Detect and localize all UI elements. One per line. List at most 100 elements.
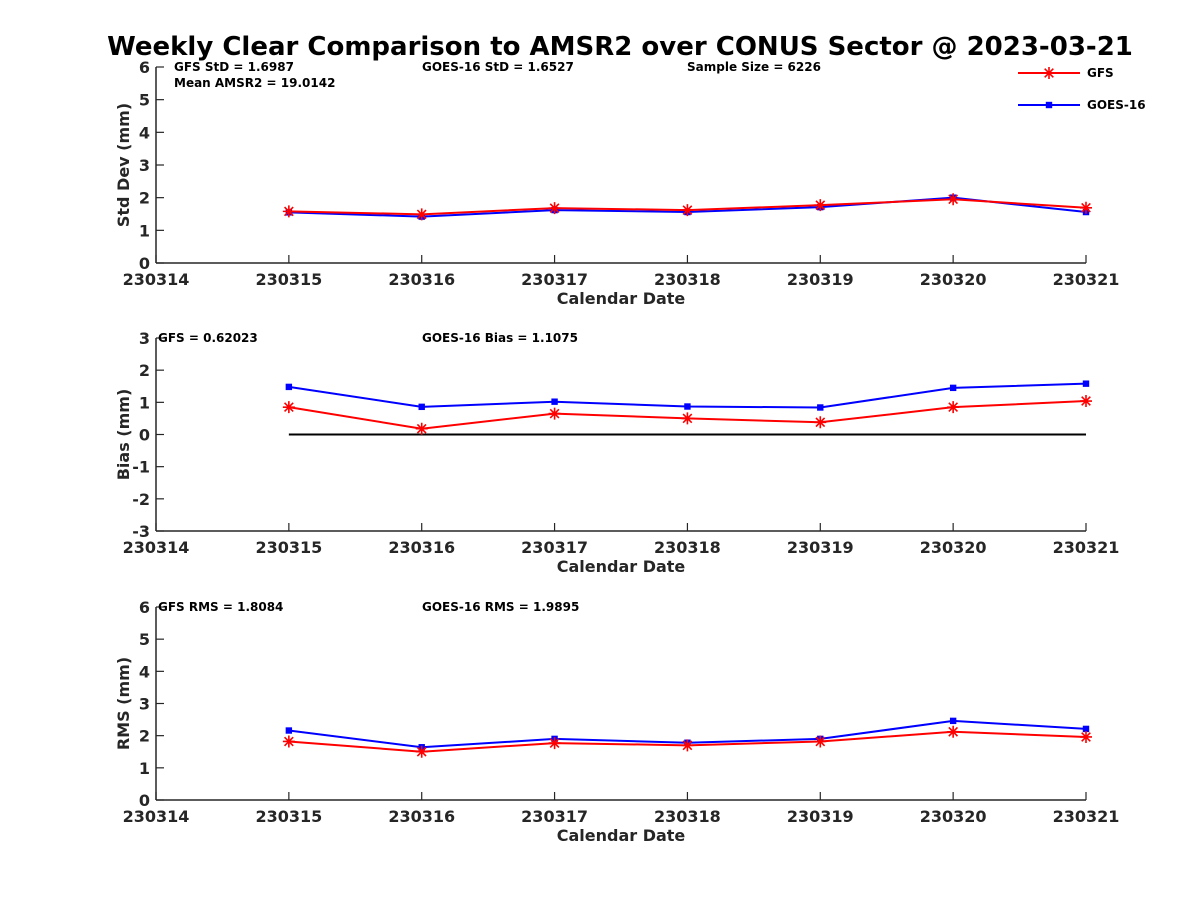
data-point-gfs <box>548 407 561 420</box>
stat-annotation: GFS RMS = 1.8084 <box>158 600 283 614</box>
y-axis-label: Std Dev (mm) <box>114 103 133 227</box>
x-axis-label: Calendar Date <box>557 557 686 576</box>
x-tick-label: 230316 <box>388 807 455 826</box>
legend-marker-gfs <box>1043 67 1055 79</box>
stat-annotation: GOES-16 StD = 1.6527 <box>422 60 574 74</box>
x-tick-label: 230321 <box>1053 807 1120 826</box>
stat-annotation: GFS StD = 1.6987 <box>174 60 294 74</box>
data-point-goes-16 <box>817 404 824 411</box>
y-tick-label: 2 <box>139 361 150 380</box>
data-point-goes-16 <box>1082 725 1090 733</box>
x-tick-label: 230314 <box>123 270 190 289</box>
data-point-gfs <box>681 204 694 217</box>
x-tick-label: 230317 <box>521 538 588 557</box>
data-point-gfs <box>1080 730 1092 743</box>
y-tick-label: 4 <box>139 662 150 681</box>
data-point-gfs <box>814 199 827 212</box>
data-point-goes-16 <box>285 727 293 734</box>
x-tick-label: 230315 <box>255 270 322 289</box>
data-point-gfs <box>415 745 428 758</box>
x-axis-label: Calendar Date <box>557 289 686 308</box>
stat-annotation: GOES-16 RMS = 1.9895 <box>422 600 579 614</box>
data-point-goes-16 <box>1082 380 1090 387</box>
y-tick-label: 0 <box>139 791 150 810</box>
y-tick-label: -1 <box>132 458 150 477</box>
data-point-goes-16 <box>949 384 957 392</box>
x-tick-label: 230316 <box>388 538 455 557</box>
x-tick-label: 230315 <box>255 538 322 557</box>
data-point-gfs <box>1080 201 1092 214</box>
x-tick-label: 230320 <box>920 807 987 826</box>
series-gfs <box>282 193 1092 221</box>
data-point-gfs <box>1080 395 1092 408</box>
data-point-gfs <box>681 412 694 425</box>
x-tick-label: 230318 <box>654 807 721 826</box>
series-gfs <box>282 395 1092 435</box>
stat-annotation: Mean AMSR2 = 19.0142 <box>174 76 335 90</box>
data-point-goes-16 <box>684 403 691 410</box>
y-tick-label: 5 <box>139 91 150 110</box>
y-tick-label: 2 <box>139 727 150 746</box>
y-tick-label: 3 <box>139 329 150 348</box>
x-tick-label: 230315 <box>255 807 322 826</box>
y-tick-label: 6 <box>139 598 150 617</box>
stat-annotation: Sample Size = 6226 <box>687 60 821 74</box>
stat-annotation: GOES-16 Bias = 1.1075 <box>422 331 578 345</box>
y-tick-label: 0 <box>139 254 150 273</box>
y-tick-label: 2 <box>139 189 150 208</box>
series-gfs <box>282 725 1092 758</box>
data-point-gfs <box>415 208 428 221</box>
y-tick-label: 1 <box>139 393 150 412</box>
data-point-gfs <box>814 735 827 748</box>
chart-legend: GFS GOES-16 <box>1018 66 1146 112</box>
data-point-gfs <box>681 739 694 752</box>
y-tick-label: -2 <box>132 490 150 509</box>
x-tick-label: 230321 <box>1053 270 1120 289</box>
data-point-gfs <box>947 193 960 206</box>
data-point-gfs <box>947 725 960 738</box>
x-tick-label: 230320 <box>920 538 987 557</box>
x-tick-label: 230317 <box>521 270 588 289</box>
legend-label: GOES-16 <box>1087 98 1146 112</box>
x-tick-label: 230318 <box>654 538 721 557</box>
data-point-gfs <box>947 401 960 414</box>
x-tick-label: 230319 <box>787 538 854 557</box>
y-axis-label: Bias (mm) <box>114 389 133 481</box>
y-tick-label: -3 <box>132 522 150 541</box>
data-point-goes-16 <box>949 717 957 725</box>
legend-label: GFS <box>1087 66 1114 80</box>
panel-bias: -3 -2 -1 0 1 2 3 230314 230315 230316 230317 230318… <box>114 329 1119 576</box>
y-tick-label: 1 <box>139 221 150 240</box>
y-axis-label: RMS (mm) <box>114 657 133 750</box>
y-tick-label: 3 <box>139 695 150 714</box>
data-point-goes-16 <box>551 398 558 405</box>
y-tick-label: 3 <box>139 156 150 175</box>
y-tick-label: 6 <box>139 58 150 77</box>
panel-rms: 0 1 2 3 4 5 6 230314 230315 230316 230317 230318 230… <box>114 598 1119 845</box>
x-tick-label: 230317 <box>521 807 588 826</box>
data-point-goes-16 <box>285 383 293 391</box>
data-point-gfs <box>282 735 295 748</box>
legend-entry-goes-16: GOES-16 <box>1018 98 1146 112</box>
x-tick-label: 230318 <box>654 270 721 289</box>
y-tick-label: 0 <box>139 426 150 445</box>
data-point-gfs <box>548 202 561 215</box>
data-point-gfs <box>415 422 428 435</box>
data-point-goes-16 <box>418 403 425 411</box>
legend-marker-goes-16 <box>1045 101 1053 109</box>
panel-std: 0 1 2 3 4 5 6 230314 230315 230316 230317 230318 230… <box>114 58 1119 308</box>
figure-title: Weekly Clear Comparison to AMSR2 over CO… <box>107 32 1133 62</box>
y-tick-label: 4 <box>139 123 150 142</box>
data-point-gfs <box>814 416 827 429</box>
x-tick-label: 230321 <box>1053 538 1120 557</box>
x-tick-label: 230319 <box>787 807 854 826</box>
stat-annotation: GFS = 0.62023 <box>158 331 258 345</box>
y-tick-label: 1 <box>139 759 150 778</box>
legend-entry-gfs: GFS <box>1018 66 1114 80</box>
x-tick-label: 230319 <box>787 270 854 289</box>
x-axis-label: Calendar Date <box>557 826 686 845</box>
data-point-gfs <box>548 737 561 750</box>
x-tick-label: 230314 <box>123 538 190 557</box>
data-point-gfs <box>282 401 295 414</box>
